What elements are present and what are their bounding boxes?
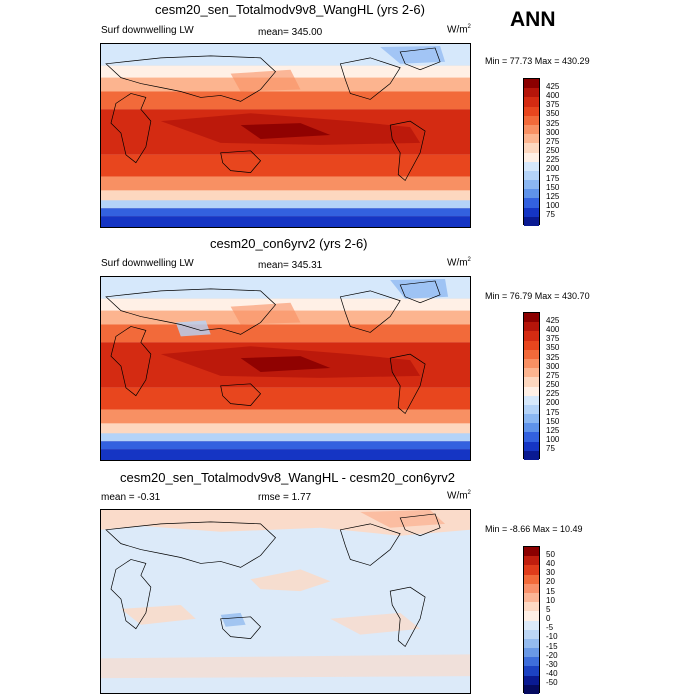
panel-2-units: W/m2	[447, 257, 471, 269]
panel-1-level-label: 125	[546, 192, 560, 201]
panel-3-colorbar	[523, 546, 540, 694]
panel-2-level-label: 325	[546, 353, 560, 362]
panel-1-colorbar	[523, 78, 540, 226]
panel-1-title: cesm20_sen_Totalmodv9v8_WangHL (yrs 2-6)	[155, 2, 425, 17]
panel-2-level-label: 175	[546, 408, 560, 417]
panel-2-level-label: 125	[546, 426, 560, 435]
panel-1-level-label: 200	[546, 164, 560, 173]
panel-3-level-label: -50	[546, 678, 558, 687]
panel-2-level-label: 100	[546, 435, 560, 444]
panel-2-level-label: 400	[546, 325, 560, 334]
season-label: ANN	[510, 8, 556, 31]
panel-3-level-label: 5	[546, 605, 551, 614]
panel-3-level-label: 20	[546, 577, 555, 586]
panel-1-level-label: 100	[546, 201, 560, 210]
panel-2-level-label: 225	[546, 389, 560, 398]
panel-1-units: W/m2	[447, 24, 471, 36]
panel-3-level-label: -5	[546, 623, 554, 632]
panel-2-level-label: 250	[546, 380, 560, 389]
panel-1-level-label: 275	[546, 137, 560, 146]
panel-1-mean-label: mean= 345.00	[258, 27, 323, 38]
panel-2-level-label: 375	[546, 334, 560, 343]
panel-2-colorbar	[523, 312, 540, 460]
panel-3-level-label: -40	[546, 669, 558, 678]
panel-1-level-label: 375	[546, 100, 560, 109]
panel-3-level-label: 10	[546, 596, 555, 605]
panel-3-title: cesm20_sen_Totalmodv9v8_WangHL - cesm20_…	[120, 470, 456, 485]
panel-3-rmse-label: rmse = 1.77	[258, 492, 312, 503]
panel-1-map	[100, 43, 471, 228]
panel-2-level-label: 275	[546, 371, 560, 380]
panel-1-level-label: 350	[546, 109, 560, 118]
panel-3-level-label: -20	[546, 651, 558, 660]
panel-2-level-label: 200	[546, 398, 560, 407]
panel-2-level-label: 350	[546, 343, 560, 352]
panel-3-level-label: 30	[546, 568, 555, 577]
panel-2-minmax: Min = 76.79 Max = 430.70	[485, 291, 590, 301]
panel-1-level-label: 425	[546, 82, 560, 91]
panel-3-minmax: Min = -8.66 Max = 10.49	[485, 524, 583, 534]
panel-1-level-label: 175	[546, 174, 560, 183]
panel-3-level-label: -10	[546, 632, 558, 641]
panel-3-level-label: 50	[546, 550, 555, 559]
panel-2-title: cesm20_con6yrv2 (yrs 2-6)	[210, 236, 368, 251]
panel-3-level-label: 0	[546, 614, 551, 623]
panel-2-variable-label: Surf downwelling LW	[101, 258, 194, 269]
panel-2-level-label: 300	[546, 362, 560, 371]
panel-3-map	[100, 509, 471, 694]
panel-1-minmax: Min = 77.73 Max = 430.29	[485, 56, 590, 66]
panel-1-level-label: 300	[546, 128, 560, 137]
panel-2-map	[100, 276, 471, 461]
panel-1-variable-label: Surf downwelling LW	[101, 25, 194, 36]
panel-3-units: W/m2	[447, 490, 471, 502]
panel-3-level-label: 15	[546, 587, 555, 596]
panel-1-level-label: 325	[546, 119, 560, 128]
panel-2-level-label: 75	[546, 444, 555, 453]
panel-3-level-label: -30	[546, 660, 558, 669]
panel-1-level-label: 400	[546, 91, 560, 100]
panel-1-level-label: 250	[546, 146, 560, 155]
panel-3-mean-label: mean = -0.31	[101, 492, 161, 503]
panel-1-level-label: 225	[546, 155, 560, 164]
panel-3-level-label: 40	[546, 559, 555, 568]
panel-3-level-label: -15	[546, 642, 558, 651]
panel-1-level-label: 150	[546, 183, 560, 192]
panel-2-level-label: 425	[546, 316, 560, 325]
panel-2-level-label: 150	[546, 417, 560, 426]
panel-2-mean-label: mean= 345.31	[258, 260, 323, 271]
panel-1-level-label: 75	[546, 210, 555, 219]
